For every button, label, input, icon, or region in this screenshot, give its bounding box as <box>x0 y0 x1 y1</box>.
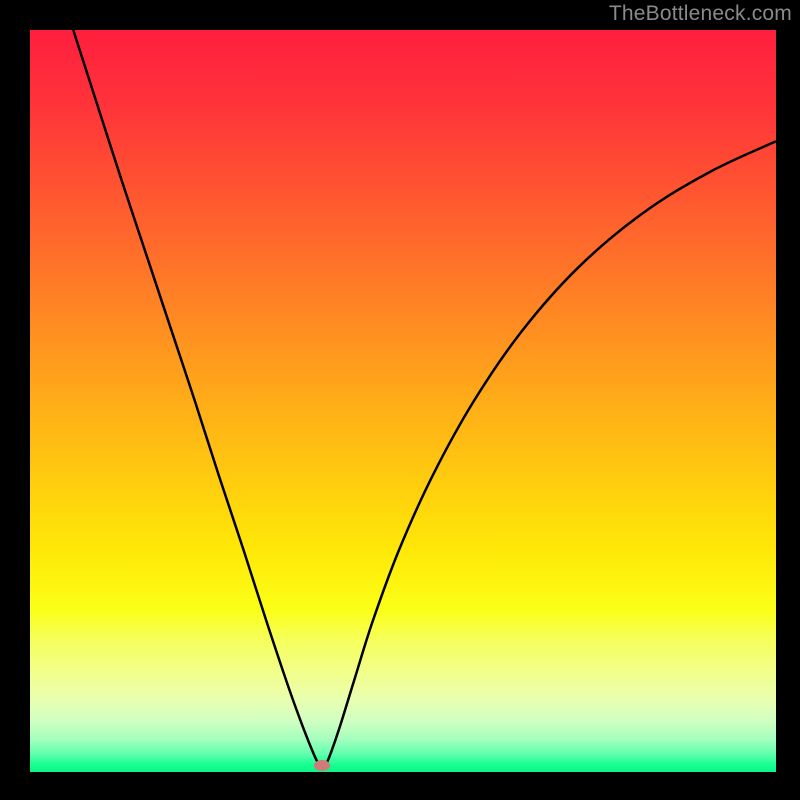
bottleneck-curve <box>30 30 776 772</box>
plot-area <box>30 30 776 772</box>
watermark-text: TheBottleneck.com <box>609 2 792 26</box>
